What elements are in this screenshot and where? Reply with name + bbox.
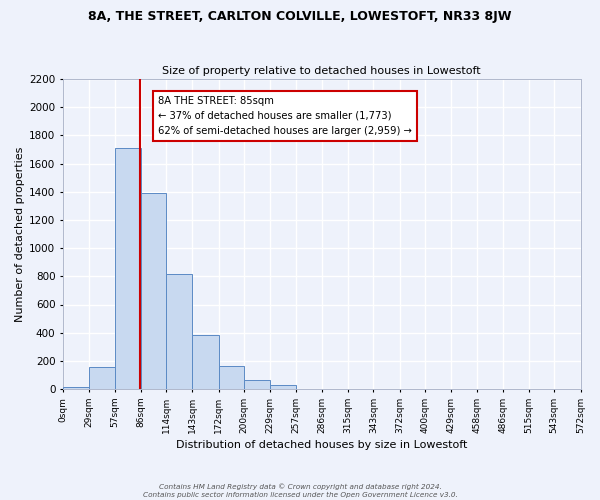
Bar: [141, 193, 166, 389]
X-axis label: Distribution of detached houses by size in Lowestoft: Distribution of detached houses by size …: [176, 440, 467, 450]
Bar: [218, 366, 244, 389]
Bar: [115, 148, 141, 389]
Bar: [63, 387, 89, 389]
Bar: [193, 336, 218, 389]
Y-axis label: Number of detached properties: Number of detached properties: [15, 146, 25, 322]
Bar: [270, 385, 296, 389]
Text: 8A, THE STREET, CARLTON COLVILLE, LOWESTOFT, NR33 8JW: 8A, THE STREET, CARLTON COLVILLE, LOWEST…: [88, 10, 512, 23]
Bar: [166, 274, 193, 389]
Text: Contains HM Land Registry data © Crown copyright and database right 2024.
Contai: Contains HM Land Registry data © Crown c…: [143, 484, 457, 498]
Bar: [244, 380, 270, 389]
Text: 8A THE STREET: 85sqm
← 37% of detached houses are smaller (1,773)
62% of semi-de: 8A THE STREET: 85sqm ← 37% of detached h…: [158, 96, 412, 136]
Bar: [89, 367, 115, 389]
Title: Size of property relative to detached houses in Lowestoft: Size of property relative to detached ho…: [163, 66, 481, 76]
